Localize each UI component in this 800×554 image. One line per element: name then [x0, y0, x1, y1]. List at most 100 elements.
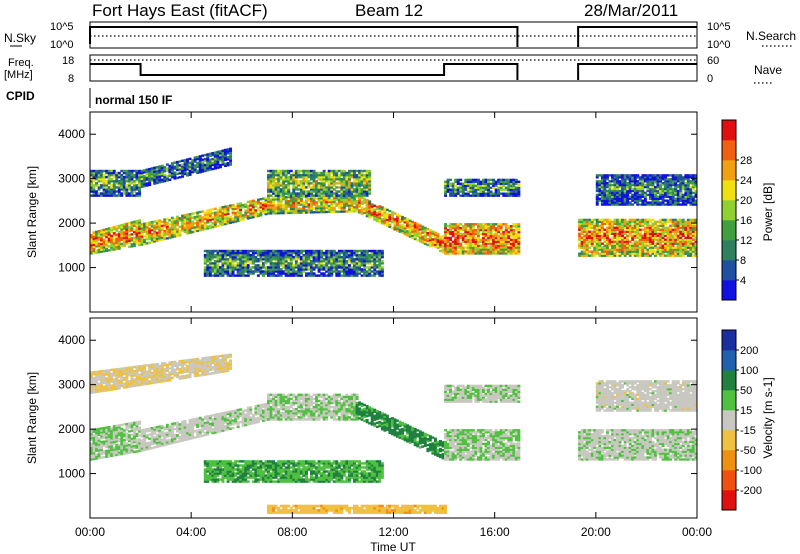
heatmap-cell: [608, 182, 612, 185]
heatmap-cell: [689, 252, 693, 255]
heatmap-cell: [489, 230, 493, 234]
heatmap-cell: [102, 190, 106, 193]
heatmap-cell: [380, 262, 384, 265]
heatmap-cell: [588, 240, 592, 243]
heatmap-cell: [378, 253, 382, 257]
heatmap-cell: [689, 230, 693, 233]
heatmap-cell: [267, 190, 270, 193]
heatmap-cell: [355, 274, 359, 277]
heatmap-cell: [107, 180, 111, 183]
heatmap-cell: [150, 226, 154, 230]
heatmap-cell: [148, 171, 152, 175]
heatmap-cell: [355, 272, 359, 275]
heatmap-cell: [231, 209, 235, 212]
heatmap-cell: [423, 242, 427, 245]
heatmap-cell: [342, 178, 346, 181]
heatmap-cell: [626, 203, 630, 206]
heatmap-cell: [289, 272, 293, 275]
heatmap-cell: [504, 225, 508, 228]
heatmap-cell: [512, 188, 516, 191]
heatmap-cell: [117, 241, 121, 244]
heatmap-cell: [613, 174, 617, 177]
heatmap-cell: [585, 226, 589, 229]
heatmap-cell: [312, 258, 316, 261]
heatmap-cell: [317, 201, 321, 204]
heatmap-cell: [133, 173, 136, 177]
heatmap-cell: [676, 244, 680, 247]
heatmap-cell: [373, 266, 377, 269]
heatmap-cell: [153, 174, 157, 177]
heatmap-cell: [302, 262, 306, 265]
heatmap-cell: [340, 268, 344, 271]
heatmap-cell: [638, 244, 642, 247]
heatmap-cell: [664, 191, 668, 195]
cpid-value: normal 150 IF: [95, 93, 172, 107]
heatmap-cell: [143, 242, 147, 246]
heatmap-cell: [646, 232, 650, 235]
heatmap-cell: [651, 176, 655, 179]
heatmap-cell: [150, 221, 154, 224]
heatmap-cell: [208, 262, 212, 265]
heatmap-cell: [183, 172, 187, 176]
heatmap-cell: [651, 174, 655, 177]
heatmap-cell: [299, 255, 303, 259]
heatmap-cell: [299, 258, 303, 261]
heatmap-cell: [641, 218, 645, 222]
heatmap-cell: [664, 189, 668, 193]
heatmap-cell: [636, 195, 640, 198]
heatmap-cell: [102, 194, 106, 197]
heatmap-cell: [499, 240, 503, 243]
heatmap-cell: [466, 190, 470, 193]
heatmap-cell: [628, 182, 632, 185]
heatmap-cell: [638, 218, 642, 222]
heatmap-cell: [198, 229, 202, 232]
heatmap-cell: [375, 207, 379, 211]
heatmap-cell: [277, 192, 281, 195]
heatmap-cell: [107, 173, 111, 177]
heatmap-cell: [127, 239, 131, 243]
heatmap-cell: [325, 200, 329, 204]
heatmap-cell: [365, 258, 369, 261]
heatmap-cell: [355, 200, 359, 203]
heatmap-cell: [646, 185, 650, 189]
heatmap-cell: [499, 184, 503, 187]
heatmap-cell: [380, 251, 384, 255]
heatmap-cell: [456, 182, 460, 185]
heatmap-cell: [317, 184, 321, 187]
heatmap-cell: [292, 205, 296, 209]
heatmap-cell: [378, 274, 382, 277]
heatmap-cell: [648, 250, 652, 253]
heatmap-cell: [487, 250, 491, 253]
heatmap-cell: [661, 238, 665, 241]
heatmap-cell: [603, 236, 607, 239]
heatmap-cell: [507, 246, 511, 249]
heatmap-cell: [659, 254, 663, 257]
heatmap-cell: [310, 207, 313, 210]
heatmap-cell: [269, 175, 273, 179]
heatmap-cell: [90, 236, 93, 239]
heatmap-cell: [289, 201, 293, 205]
heatmap-cell: [170, 170, 174, 173]
heatmap-cell: [330, 268, 334, 271]
heatmap-cell: [236, 266, 240, 269]
heatmap-cell: [335, 192, 339, 195]
heatmap-cell: [669, 201, 673, 204]
heatmap-cell: [244, 255, 248, 259]
heatmap-cell: [241, 262, 245, 265]
heatmap-cell: [517, 182, 521, 185]
heatmap-cell: [211, 225, 215, 229]
nave-tick-bottom: 0: [707, 73, 713, 85]
heatmap-cell: [487, 230, 491, 234]
heatmap-cell: [623, 191, 627, 195]
heatmap-cell: [449, 236, 453, 240]
heatmap-cell: [666, 201, 670, 204]
heatmap-cell: [613, 220, 617, 224]
heatmap-cell: [92, 245, 96, 249]
heatmap-cell: [479, 188, 483, 191]
heatmap-cell: [173, 220, 177, 223]
heatmap-cell: [517, 194, 521, 197]
heatmap-cell: [350, 200, 354, 203]
heatmap-cell: [160, 174, 164, 177]
heatmap-cell: [616, 240, 620, 243]
heatmap-cell: [310, 182, 313, 185]
